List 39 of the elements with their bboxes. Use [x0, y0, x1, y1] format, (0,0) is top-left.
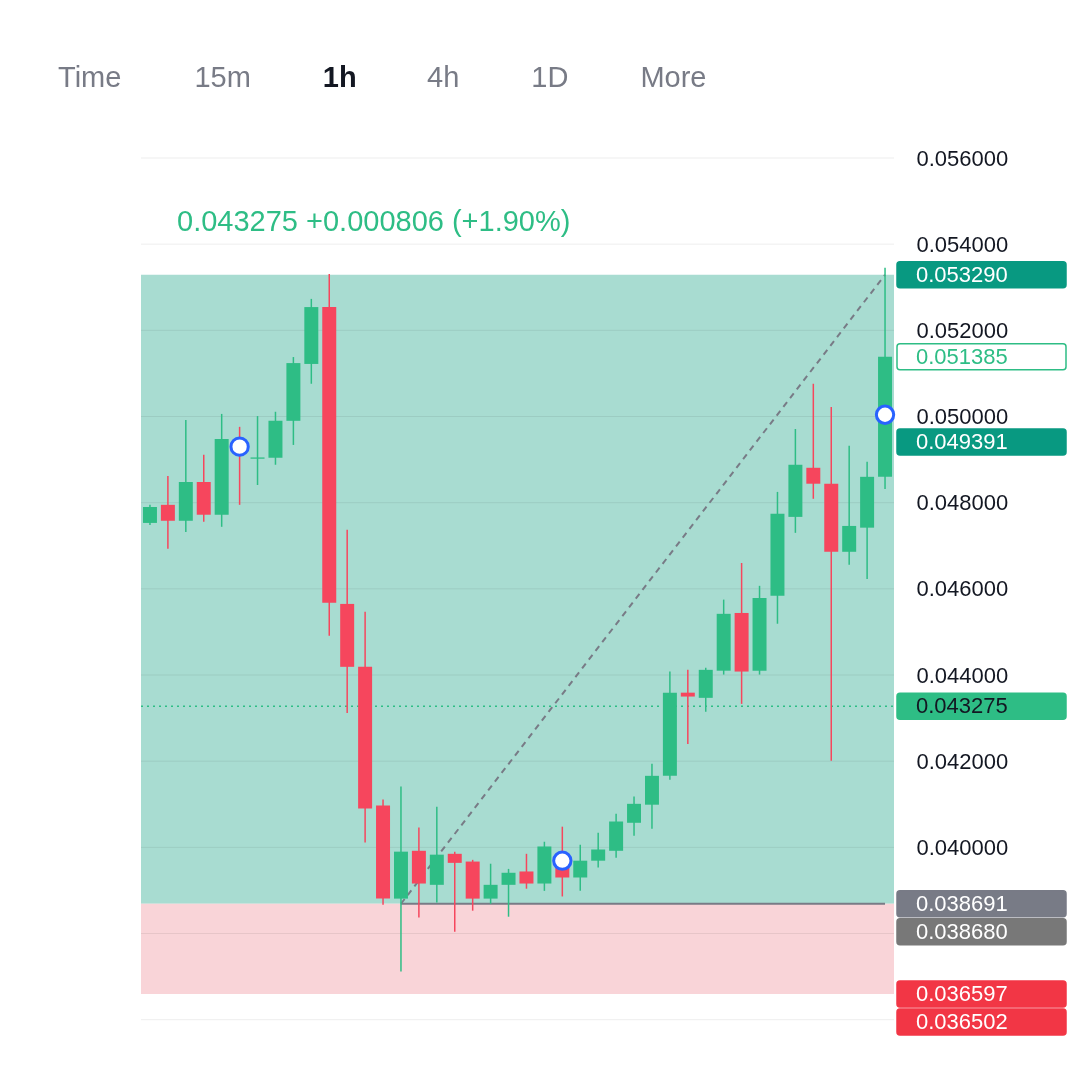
- text: 1D: [531, 61, 569, 93]
- candlestick: [447, 850, 462, 933]
- text: More: [640, 61, 707, 93]
- text: 15m: [194, 61, 251, 93]
- point: [229, 436, 250, 457]
- candlestick: [591, 831, 606, 869]
- candlestick: [483, 862, 498, 905]
- data-label: 0.038691: [916, 890, 1008, 916]
- band-label: 0.036597: [916, 980, 1008, 1006]
- ref-line-label: 0.043275: [916, 693, 1008, 719]
- candlestick: [501, 868, 516, 918]
- text: 0.036502: [916, 1008, 1008, 1034]
- candlestick: [160, 475, 175, 550]
- text: 1h: [322, 61, 357, 93]
- point: [552, 850, 573, 871]
- band-label: 0.053290: [916, 261, 1008, 287]
- y-tick-label: 0.054000: [916, 231, 1009, 257]
- text: 4h: [427, 61, 460, 93]
- y-tick-label: 0.044000: [916, 662, 1009, 688]
- candlestick: [680, 669, 695, 745]
- y-tick-label: 0.046000: [916, 576, 1009, 602]
- candlestick: [627, 795, 642, 837]
- text: 0.038680: [916, 918, 1008, 944]
- y-tick-label: 0.050000: [916, 404, 1009, 429]
- y-tick-label: 0.056000: [916, 145, 1009, 171]
- text: 0.049391: [916, 429, 1008, 454]
- candlestick: [806, 383, 821, 500]
- candlestick: [142, 504, 157, 526]
- candlestick: [519, 853, 534, 890]
- text: 0.043275 +0.000806 (+1.90%): [177, 205, 571, 237]
- text: 0.051385: [916, 343, 1008, 369]
- y-tick-label: 0.052000: [916, 317, 1009, 343]
- text: Time: [58, 61, 122, 93]
- y-tick-label: 0.040000: [916, 834, 1009, 860]
- candlestick: [250, 415, 265, 486]
- point: [874, 404, 896, 425]
- candlestick: [573, 844, 588, 892]
- y-tick-label: 0.048000: [916, 490, 1009, 516]
- y-tick-label: 0.042000: [916, 748, 1009, 774]
